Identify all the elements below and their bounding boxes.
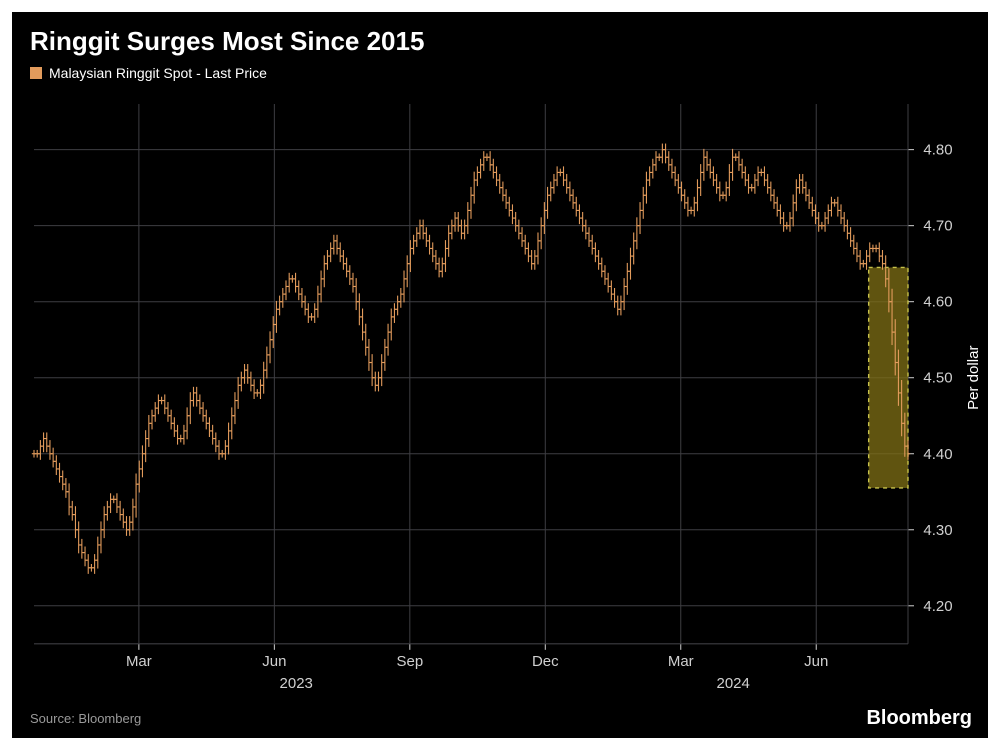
svg-text:4.20: 4.20 xyxy=(923,598,952,615)
svg-text:Jun: Jun xyxy=(804,653,828,670)
svg-text:Mar: Mar xyxy=(668,653,694,670)
svg-text:Mar: Mar xyxy=(126,653,152,670)
chart-svg: 4.20 4.30 4.40 4.50 4.60 4.70 4.80 Per dollar Ma… xyxy=(30,98,988,700)
svg-text:Jun: Jun xyxy=(262,653,286,670)
svg-text:4.70: 4.70 xyxy=(923,218,952,235)
svg-text:4.60: 4.60 xyxy=(923,294,952,311)
svg-text:2023: 2023 xyxy=(280,675,313,692)
footer: Source: Bloomberg Bloomberg xyxy=(12,699,988,738)
svg-text:Per dollar: Per dollar xyxy=(965,346,982,410)
svg-text:Dec: Dec xyxy=(532,653,559,670)
legend: Malaysian Ringgit Spot - Last Price xyxy=(12,63,988,89)
svg-text:4.40: 4.40 xyxy=(923,446,952,463)
svg-text:4.50: 4.50 xyxy=(923,370,952,387)
svg-text:4.30: 4.30 xyxy=(923,522,952,539)
svg-text:2024: 2024 xyxy=(717,675,750,692)
chart-frame: Ringgit Surges Most Since 2015 Malaysian… xyxy=(0,0,1000,750)
legend-swatch xyxy=(30,67,42,79)
brand-label: Bloomberg xyxy=(866,707,972,730)
chart-title: Ringgit Surges Most Since 2015 xyxy=(12,12,988,63)
legend-label: Malaysian Ringgit Spot - Last Price xyxy=(49,65,267,81)
source-label: Source: Bloomberg xyxy=(30,711,141,726)
svg-text:4.80: 4.80 xyxy=(923,142,952,159)
plot-area: 4.20 4.30 4.40 4.50 4.60 4.70 4.80 Per dollar Ma… xyxy=(30,98,988,700)
svg-text:Sep: Sep xyxy=(396,653,423,670)
